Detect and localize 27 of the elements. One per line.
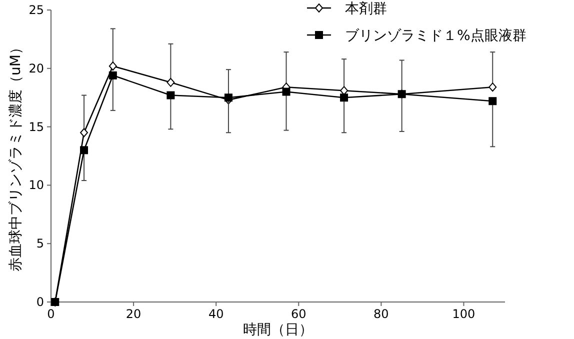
point (224, 94, 232, 102)
x-tick-label: 80 (374, 307, 389, 321)
point (166, 78, 175, 87)
point (80, 128, 88, 138)
point (80, 146, 88, 154)
legend-label: ブリンゾラミド１%点眼液群 (345, 28, 526, 44)
x-tick-label: 0 (47, 307, 55, 321)
y-tick-label: 20 (28, 61, 44, 76)
point (166, 91, 175, 100)
y-axis-title: 赤血球中ブリンゾラミド濃度（uM） (8, 40, 24, 272)
point (488, 97, 497, 106)
point (108, 62, 117, 71)
point (282, 88, 290, 96)
x-tick-label: 20 (126, 307, 142, 321)
point (488, 82, 497, 92)
x-axis-title: 時間（日） (243, 322, 313, 338)
point (108, 71, 117, 80)
y-tick-label: 10 (28, 178, 44, 192)
x-tick-label: 60 (290, 307, 306, 321)
x-tick-label: 100 (452, 307, 476, 321)
point (340, 94, 348, 102)
y-tick-label: 25 (28, 3, 44, 17)
x-tick-label: 40 (208, 307, 224, 321)
legend-label: 本剤群 (345, 1, 387, 17)
y-tick-label: 0 (36, 295, 44, 309)
y-tick-label: 5 (36, 236, 44, 251)
y-tick-label: 15 (28, 120, 44, 134)
